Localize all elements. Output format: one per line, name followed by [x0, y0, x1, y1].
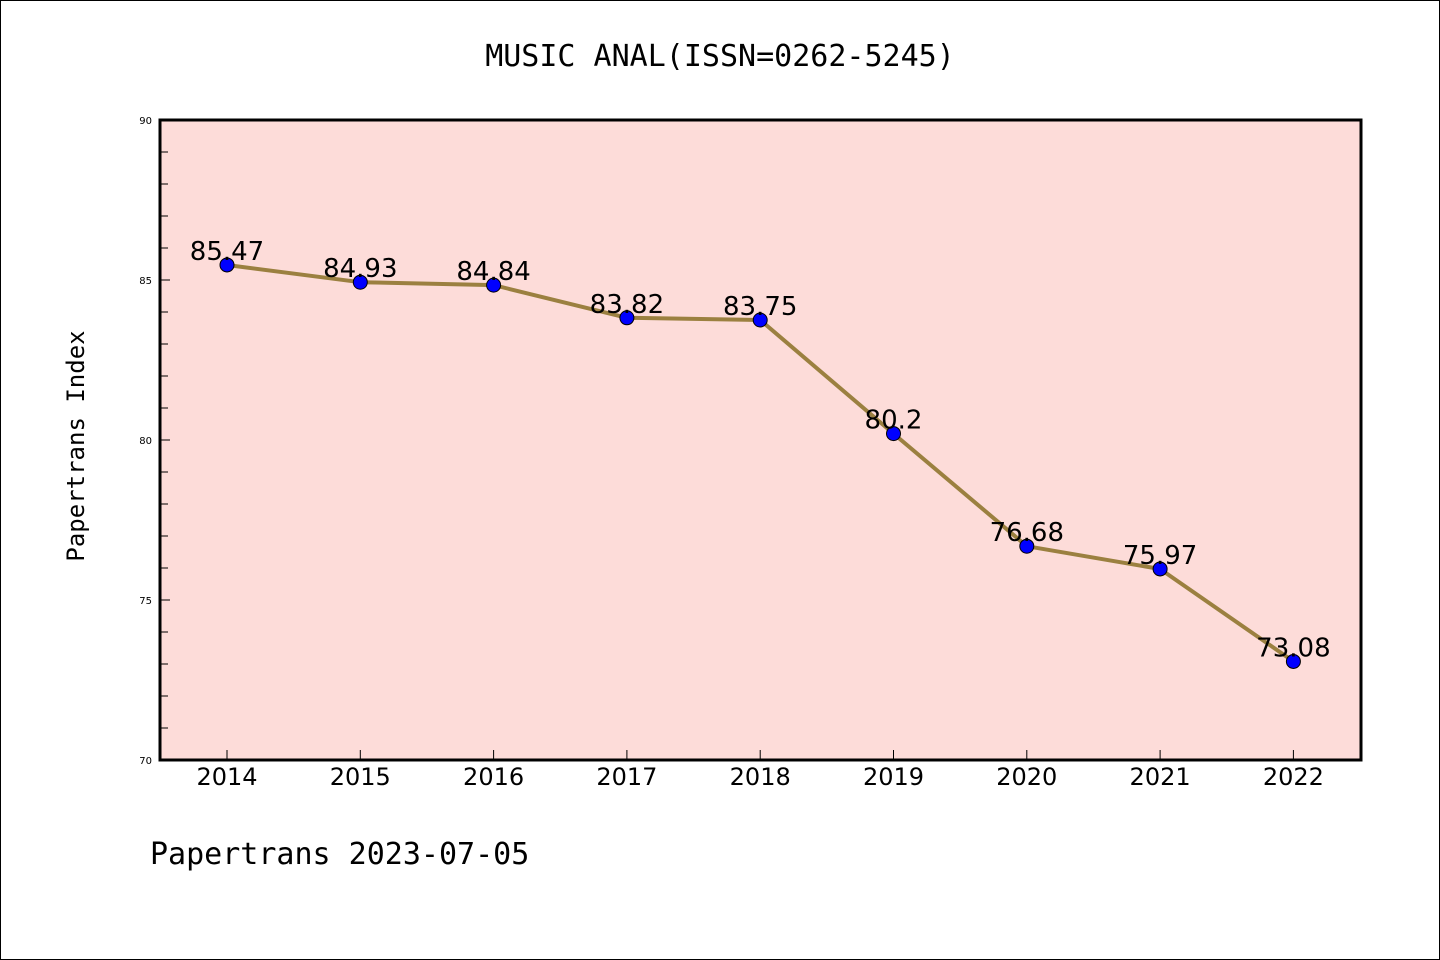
data-point — [752, 312, 768, 328]
y-tick-label: 90 — [139, 116, 152, 127]
x-tick-label: 2018 — [730, 763, 791, 791]
y-tick-label: 75 — [139, 596, 152, 607]
chart-title: MUSIC ANAL(ISSN=0262-5245) — [485, 39, 955, 74]
x-tick-label: 2020 — [996, 763, 1057, 791]
plot-area — [160, 120, 1361, 760]
x-axis-ticks: 2014 2015 2016 2017 2018 2019 2020 2021 2022 — [196, 750, 1324, 791]
y-tick-label: 80 — [139, 436, 152, 447]
x-tick-label: 2015 — [330, 763, 391, 791]
plot-border — [158, 118, 1363, 762]
data-point — [352, 274, 368, 290]
x-tick-label: 2017 — [596, 763, 657, 791]
data-point — [486, 277, 502, 293]
x-tick-label: 2019 — [863, 763, 924, 791]
data-label: 83.75 — [723, 292, 797, 322]
data-labels: 85.47 84.93 84.84 83.82 83.75 80.2 76.68 75.97 7… — [190, 237, 1331, 663]
data-label: 84.84 — [456, 257, 530, 287]
data-label: 73.08 — [1256, 633, 1330, 663]
data-point — [619, 310, 635, 326]
x-tick-label: 2016 — [463, 763, 524, 791]
x-tick-label: 2021 — [1130, 763, 1191, 791]
data-point — [886, 426, 901, 442]
data-label: 83.82 — [590, 290, 664, 320]
data-label: 80.2 — [865, 406, 923, 436]
data-markers — [219, 257, 1301, 669]
y-axis-label: Papertrans Index — [62, 330, 90, 561]
y-tick-label: 70 — [139, 756, 152, 767]
y-tick-label: 85 — [139, 276, 152, 287]
data-point — [1152, 561, 1168, 577]
data-label: 75.97 — [1123, 541, 1197, 571]
data-label: 84.93 — [323, 254, 397, 284]
data-point — [219, 257, 235, 273]
footer-text: Papertrans 2023-07-05 — [150, 837, 529, 872]
data-label: 85.47 — [190, 237, 264, 267]
x-tick-label: 2022 — [1263, 763, 1324, 791]
data-point — [1285, 653, 1301, 669]
data-point — [1019, 538, 1035, 554]
x-tick-label: 2014 — [196, 763, 257, 791]
data-label: 76.68 — [990, 518, 1064, 548]
